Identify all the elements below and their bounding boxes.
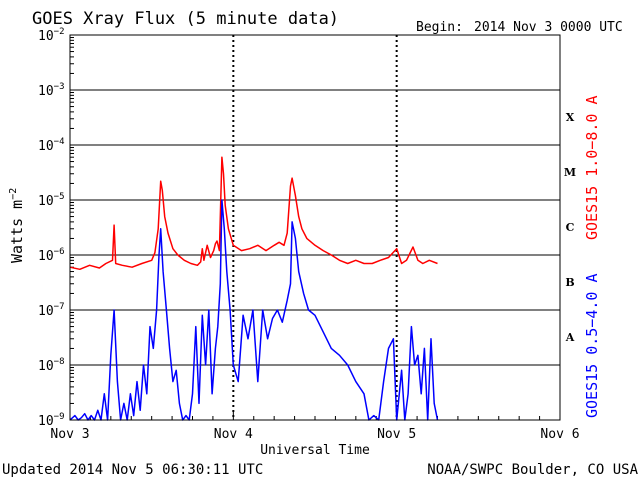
legend-short-channel: GOES15 0.5−4.0 A xyxy=(583,274,601,419)
y-tick-exponent: −9 xyxy=(54,412,65,422)
y-tick-label: 10−7 xyxy=(38,302,65,319)
y-tick-exponent: −4 xyxy=(54,137,65,147)
flare-class-label: A xyxy=(565,331,575,344)
x-tick-label: Nov 6 xyxy=(540,427,579,442)
begin-label: Begin: xyxy=(416,20,463,35)
y-tick-exponent: −7 xyxy=(54,302,65,312)
flare-class-label: M xyxy=(564,166,576,179)
footer-updated: Updated 2014 Nov 5 06:30:11 UTC xyxy=(2,462,263,478)
plot-frame xyxy=(69,34,561,421)
y-tick-labels: 10−210−310−410−510−610−710−810−9 xyxy=(38,27,65,429)
legend-long-channel: GOES15 1.0−8.0 A xyxy=(583,96,601,241)
x-tick-label: Nov 5 xyxy=(377,427,416,442)
x-tick-label: Nov 4 xyxy=(214,427,253,442)
flare-class-labels: X M C B A xyxy=(564,111,576,344)
x-tick-labels: Nov 3 Nov 4 Nov 5 Nov 6 xyxy=(50,427,579,442)
flare-class-label: X xyxy=(566,111,575,124)
begin-value: 2014 Nov 3 0000 UTC xyxy=(474,20,623,35)
series-line-long xyxy=(69,156,438,271)
footer-source: NOAA/SWPC Boulder, CO USA xyxy=(427,462,638,478)
x-axis-label: Universal Time xyxy=(260,443,370,458)
flare-class-label: B xyxy=(565,276,574,289)
y-tick-label: 10−5 xyxy=(38,192,65,209)
grid-lines xyxy=(69,34,561,421)
x-tick-label: Nov 3 xyxy=(50,427,89,442)
chart-title: GOES Xray Flux (5 minute data) xyxy=(32,9,339,29)
y-tick-exponent: −2 xyxy=(54,27,65,37)
y-tick-label: 10−4 xyxy=(38,137,65,154)
y-tick-label: 10−8 xyxy=(38,357,65,374)
y-axis-label-exponent: −2 xyxy=(8,188,19,200)
y-axis-label: Watts m−2 xyxy=(8,188,26,263)
y-axis-label-main: Watts m xyxy=(8,200,26,263)
y-tick-exponent: −8 xyxy=(54,357,65,367)
y-tick-exponent: −6 xyxy=(54,247,65,257)
y-tick-label: 10−2 xyxy=(38,27,65,44)
y-tick-exponent: −5 xyxy=(54,192,65,202)
series-lines xyxy=(69,156,439,421)
y-tick-label: 10−6 xyxy=(38,247,65,264)
y-tick-exponent: −3 xyxy=(54,82,65,92)
flare-class-label: C xyxy=(566,221,575,234)
series-line-short xyxy=(69,199,439,421)
y-tick-label: 10−3 xyxy=(38,82,65,99)
